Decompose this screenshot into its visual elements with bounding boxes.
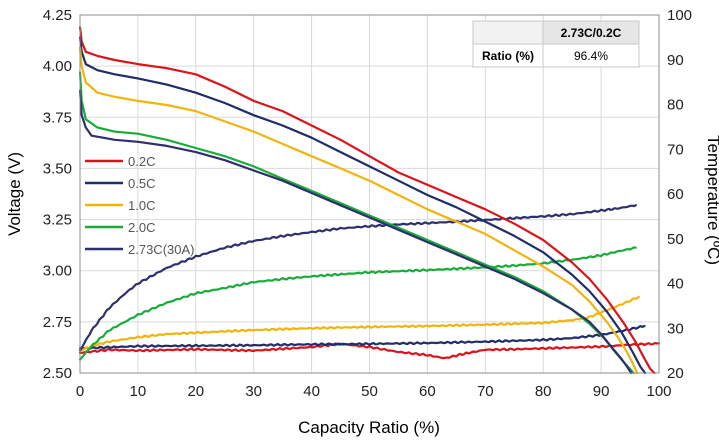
- y-axis-label: Voltage (V): [5, 152, 24, 236]
- y-tick-label: 3.75: [43, 109, 72, 126]
- y2-tick-label: 70: [667, 141, 684, 158]
- x-tick-label: 10: [130, 383, 147, 400]
- y-tick-label: 2.75: [43, 314, 72, 331]
- ratio-table-header-left: [472, 20, 544, 45]
- temperature-line-20c: [78, 246, 637, 361]
- y2-tick-label: 80: [667, 97, 684, 114]
- temperature-line-02c: [78, 342, 661, 360]
- legend-label: 0.5C: [128, 176, 155, 191]
- voltage-line-02c: [78, 26, 656, 375]
- y-tick-label: 4.25: [43, 7, 72, 24]
- y2-tick-label: 90: [667, 52, 684, 69]
- x-tick-label: 80: [535, 383, 552, 400]
- voltage-line-273c30a: [78, 89, 633, 375]
- voltage-line-05c: [78, 36, 647, 375]
- y-tick-label: 3.00: [43, 263, 72, 280]
- x-tick-label: 30: [245, 383, 262, 400]
- y-tick-label: 4.00: [43, 58, 72, 75]
- y2-tick-label: 40: [667, 276, 684, 293]
- y-tick-label: 3.50: [43, 160, 72, 177]
- legend: 0.2C 0.5C 1.0C 2.0C 2.73C(30A): [85, 154, 194, 257]
- series-layer: [78, 26, 661, 375]
- temperature-line-10c: [78, 295, 640, 352]
- y2-tick-label: 20: [667, 365, 684, 382]
- y-tick-label: 3.25: [43, 212, 72, 229]
- x-tick-label: 90: [593, 383, 610, 400]
- temperature-line-05c: [78, 324, 646, 350]
- x-tick-label: 70: [477, 383, 494, 400]
- x-tick-label: 0: [76, 383, 84, 400]
- legend-label: 1.0C: [128, 198, 155, 213]
- x-tick-label: 50: [361, 383, 378, 400]
- voltage-line-10c: [78, 46, 639, 375]
- ratio-table-row-right: [542, 43, 640, 68]
- x-tick-label: 40: [303, 383, 320, 400]
- x-tick-label: 60: [419, 383, 436, 400]
- tick-labels: 0 10 20 30 40 50 60 70 80 90 100 2.50 2.75 3.00 3.25 3.…: [43, 7, 692, 400]
- y2-tick-label: 100: [667, 7, 692, 24]
- plot-border: [79, 14, 660, 374]
- ratio-table: 2.73C/0.2C Ratio (%) 96.4%: [472, 20, 640, 68]
- legend-label: 2.0C: [128, 220, 155, 235]
- y2-axis-label: Temperature (ºC): [704, 135, 719, 265]
- y2-tick-label: 30: [667, 320, 684, 337]
- y-tick-label: 2.50: [43, 365, 72, 382]
- temperature-line-273c30a: [78, 204, 637, 352]
- y2-tick-label: 60: [667, 186, 684, 203]
- x-tick-label: 100: [646, 383, 671, 400]
- ratio-table-row-label: Ratio (%): [482, 49, 534, 63]
- ratio-table-column-header: 2.73C/0.2C: [561, 26, 622, 40]
- x-tick-label: 20: [187, 383, 204, 400]
- y2-tick-label: 50: [667, 231, 684, 248]
- legend-label: 0.2C: [128, 154, 155, 169]
- x-axis-label: Capacity Ratio (%): [298, 418, 440, 437]
- ratio-table-value: 96.4%: [574, 49, 608, 63]
- legend-label: 2.73C(30A): [128, 242, 194, 257]
